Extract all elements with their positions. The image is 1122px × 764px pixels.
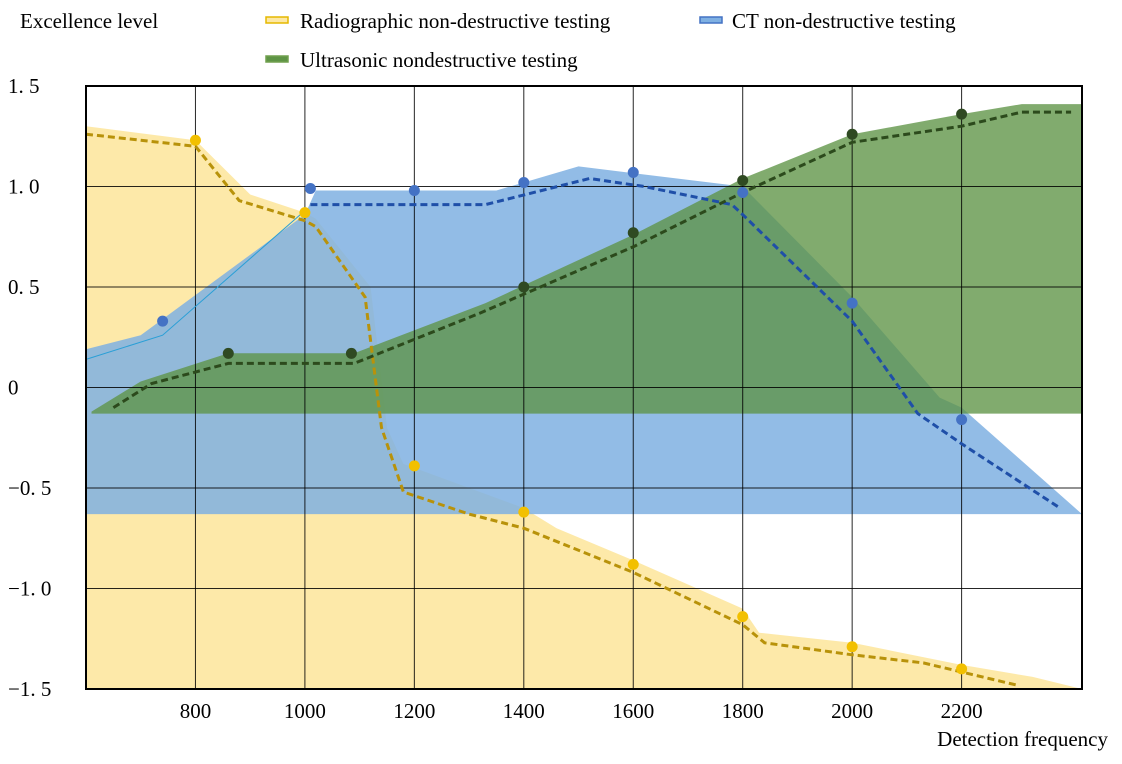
y-tick-label: 0. 5 [8,275,40,299]
area-ultrasonic [91,104,1082,414]
point-ultrasonic-6 [956,108,968,120]
x-tick-label: 2000 [831,699,873,723]
series-areas [86,104,1082,689]
y-tick-label: 1. 0 [8,175,40,199]
point-ct-6 [846,297,858,309]
x-tick-label: 1000 [284,699,326,723]
point-ct-0 [157,315,169,327]
trend-line-ultrasonic [112,110,1072,409]
x-tick-label: 1200 [393,699,435,723]
legend-item-ultrasonic: Ultrasonic nondestructive testing [265,48,578,72]
legend-swatch-radiographic [265,16,289,24]
x-axis-tick-labels: 800 1000 1200 1400 1600 1800 2000 2200 [180,699,983,723]
legend-swatch-ct [699,16,723,24]
series-lines [85,110,1072,687]
point-ultrasonic-4 [737,174,749,186]
point-radiographic-2 [408,460,420,472]
y-tick-label: 1. 5 [8,74,40,98]
point-ultrasonic-5 [846,128,858,140]
point-ct-7 [956,414,968,426]
y-tick-label: −1. 0 [8,577,51,601]
point-ct-1 [304,183,316,195]
x-axis-label: Detection frequency [937,727,1108,751]
y-axis-label: Excellence level [20,9,158,33]
y-tick-label: 0 [8,376,19,400]
point-ultrasonic-3 [627,227,639,239]
x-tick-label: 1400 [503,699,545,723]
point-radiographic-3 [518,506,530,518]
x-tick-label: 1800 [722,699,764,723]
point-radiographic-5 [737,611,749,623]
legend-item-ct: CT non-destructive testing [699,9,956,33]
legend-swatch-ultrasonic [265,55,289,63]
point-ct-4 [627,166,639,178]
point-radiographic-6 [846,641,858,653]
x-tick-label: 1600 [612,699,654,723]
legend-label-radiographic: Radiographic non-destructive testing [300,9,611,33]
plot-frame [85,85,1083,690]
y-tick-label: −1. 5 [8,677,51,701]
legend: Radiographic non-destructive testing CT … [265,9,956,72]
point-ct-3 [518,176,530,188]
point-radiographic-7 [956,663,968,675]
point-ultrasonic-1 [345,347,357,359]
point-ultrasonic-0 [222,347,234,359]
legend-item-radiographic: Radiographic non-destructive testing [265,9,611,33]
point-ct-5 [737,187,749,199]
x-tick-label: 800 [180,699,212,723]
point-ct-2 [408,185,420,197]
y-tick-label: −0. 5 [8,476,51,500]
y-axis-tick-labels: 1. 5 1. 0 0. 5 0 −0. 5 −1. 0 −1. 5 [8,74,51,701]
trend-line-radiographic [85,132,1017,687]
point-ultrasonic-2 [518,281,530,293]
legend-label-ct: CT non-destructive testing [732,9,956,33]
legend-label-ultrasonic: Ultrasonic nondestructive testing [300,48,578,72]
x-tick-label: 2200 [941,699,983,723]
point-radiographic-0 [189,134,201,146]
point-radiographic-1 [299,207,311,219]
point-radiographic-4 [627,558,639,570]
series-points [157,108,968,675]
thin-line-ct [85,210,306,360]
trend-line-ct [310,176,1061,510]
